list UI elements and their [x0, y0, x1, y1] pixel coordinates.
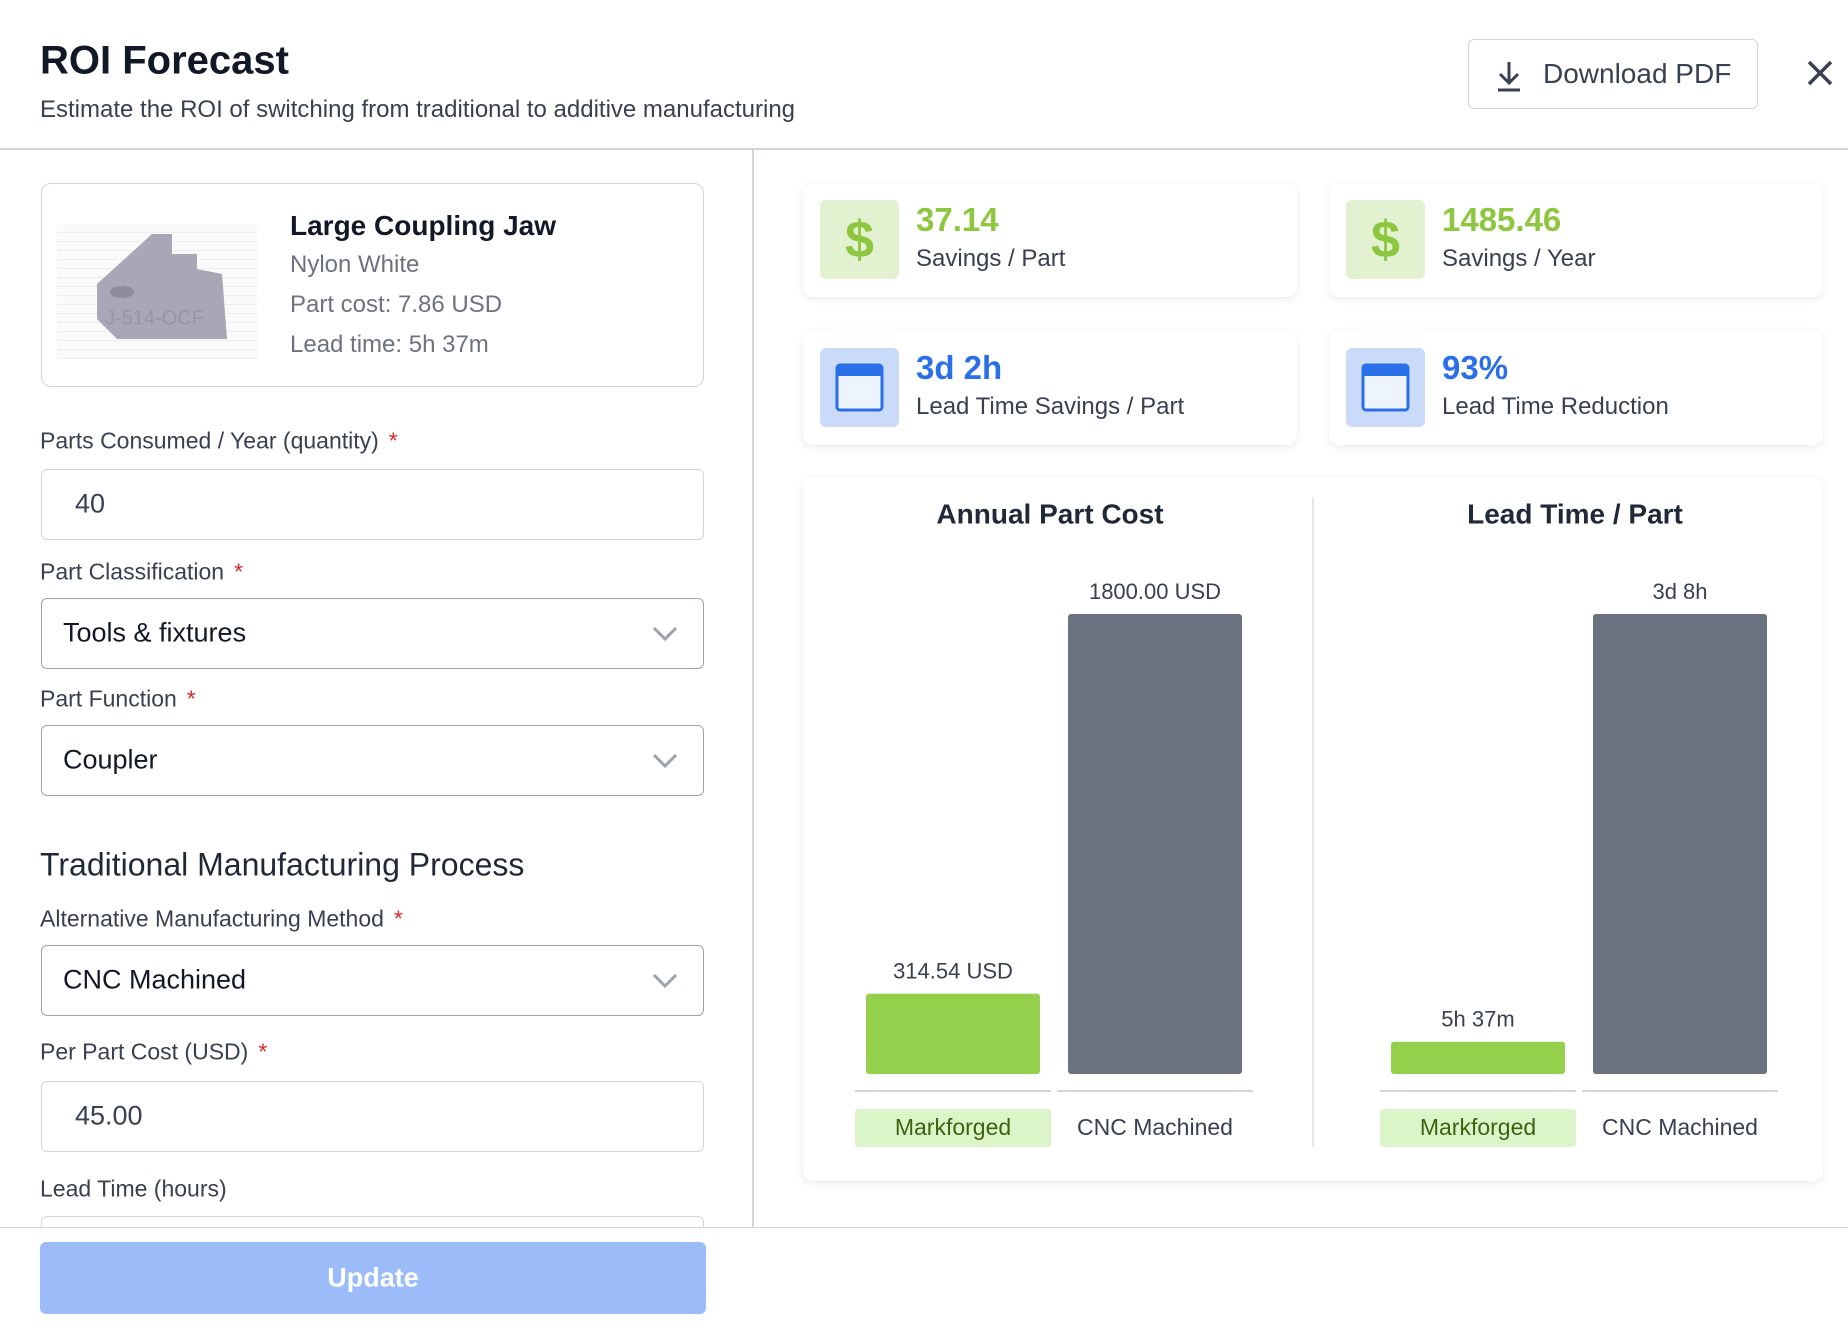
text-input[interactable]: 40 — [41, 469, 704, 540]
field-label-text: Part Function — [40, 685, 177, 712]
header-divider — [0, 148, 1848, 150]
field-label-text: Part Classification — [40, 558, 225, 585]
page-subtitle: Estimate the ROI of switching from tradi… — [40, 96, 796, 123]
calendar-icon — [835, 363, 884, 412]
required-mark: * — [234, 558, 244, 585]
chevron — [652, 626, 678, 642]
required-mark: * — [388, 427, 398, 454]
dollar-icon: $ — [1371, 211, 1400, 269]
chart-card — [803, 478, 1823, 1181]
part-material: Nylon White — [290, 251, 420, 278]
stat-card: 93% Lead Time Reduction — [1329, 331, 1823, 445]
update-button[interactable]: Update — [40, 1242, 706, 1314]
stat-value: 93% — [1442, 349, 1509, 386]
stat-label: Savings / Year — [1442, 245, 1596, 272]
dollar-icon: $ — [845, 211, 874, 269]
required-mark: * — [186, 685, 196, 712]
stat-card: $1485.46 Savings / Year — [1329, 183, 1823, 297]
select[interactable]: Tools & fixtures — [41, 598, 704, 669]
stat-icon-bg — [1346, 200, 1425, 279]
section-title: Traditional Manufacturing Process — [40, 846, 525, 883]
field-label: Parts Consumed / Year (quantity) * — [40, 428, 398, 455]
part-name: Large Coupling Jaw — [290, 210, 557, 241]
stat-value: 3d 2h — [916, 349, 1003, 386]
required-mark: * — [393, 905, 403, 932]
part-model — [97, 234, 227, 339]
update-label: Update — [327, 1262, 419, 1293]
stat-icon: $ — [1346, 200, 1425, 279]
part-cost: Part cost: 7.86 USD — [290, 291, 503, 318]
field-value: 45.00 — [75, 1100, 143, 1131]
text-input[interactable]: 45.00 — [41, 1081, 704, 1152]
stat-label: Lead Time Savings / Part — [916, 393, 1185, 420]
chevron — [652, 753, 678, 769]
field-label-text: Parts Consumed / Year (quantity) — [40, 427, 379, 454]
field-label: Alternative Manufacturing Method * — [40, 906, 403, 933]
stat-value: 37.14 — [916, 201, 999, 238]
download-button[interactable]: Download PDF — [1468, 39, 1758, 109]
page-title: ROI Forecast — [40, 38, 289, 83]
field-value: CNC Machined — [63, 964, 247, 995]
select[interactable]: CNC Machined — [41, 945, 704, 1016]
footer: Update — [0, 1227, 1848, 1329]
stat-value: 1485.46 — [1442, 201, 1562, 238]
field-label: Part Classification * — [40, 559, 243, 586]
stat-icon-bg — [820, 200, 899, 279]
stat-label: Savings / Part — [916, 245, 1066, 272]
panel-divider — [752, 148, 754, 1228]
stat-icon: $ — [820, 200, 899, 279]
download-icon — [1498, 62, 1520, 92]
field-label: Part Function * — [40, 686, 196, 713]
stat-card: $37.14 Savings / Part — [803, 183, 1297, 297]
select[interactable]: Coupler — [41, 725, 704, 796]
stat-icon — [820, 348, 899, 427]
part-lead-time: Lead time: 5h 37m — [290, 331, 489, 358]
field-value: 40 — [75, 488, 106, 519]
field-label-text: Lead Time (hours) — [40, 1175, 227, 1202]
part-thumbnail: J-514-OCF — [57, 224, 257, 359]
field-label: Lead Time (hours) — [40, 1176, 227, 1203]
stat-icon — [1346, 348, 1425, 427]
download-label: Download PDF — [1543, 58, 1732, 89]
field-label-text: Per Part Cost (USD) — [40, 1038, 249, 1065]
calendar-icon — [1361, 363, 1410, 412]
field-value: Tools & fixtures — [63, 617, 247, 648]
field-value: Coupler — [63, 744, 158, 775]
stat-card: 3d 2h Lead Time Savings / Part — [803, 331, 1297, 445]
close-button[interactable] — [1806, 59, 1834, 87]
field-label: Per Part Cost (USD) * — [40, 1039, 267, 1066]
required-mark: * — [258, 1038, 268, 1065]
thumbnail-label: J-514-OCF — [105, 307, 204, 330]
stat-label: Lead Time Reduction — [1442, 393, 1669, 420]
field-label-text: Alternative Manufacturing Method — [40, 905, 384, 932]
part-card: J-514-OCF Large Coupling Jaw Nylon White… — [41, 183, 704, 387]
chevron — [652, 973, 678, 989]
